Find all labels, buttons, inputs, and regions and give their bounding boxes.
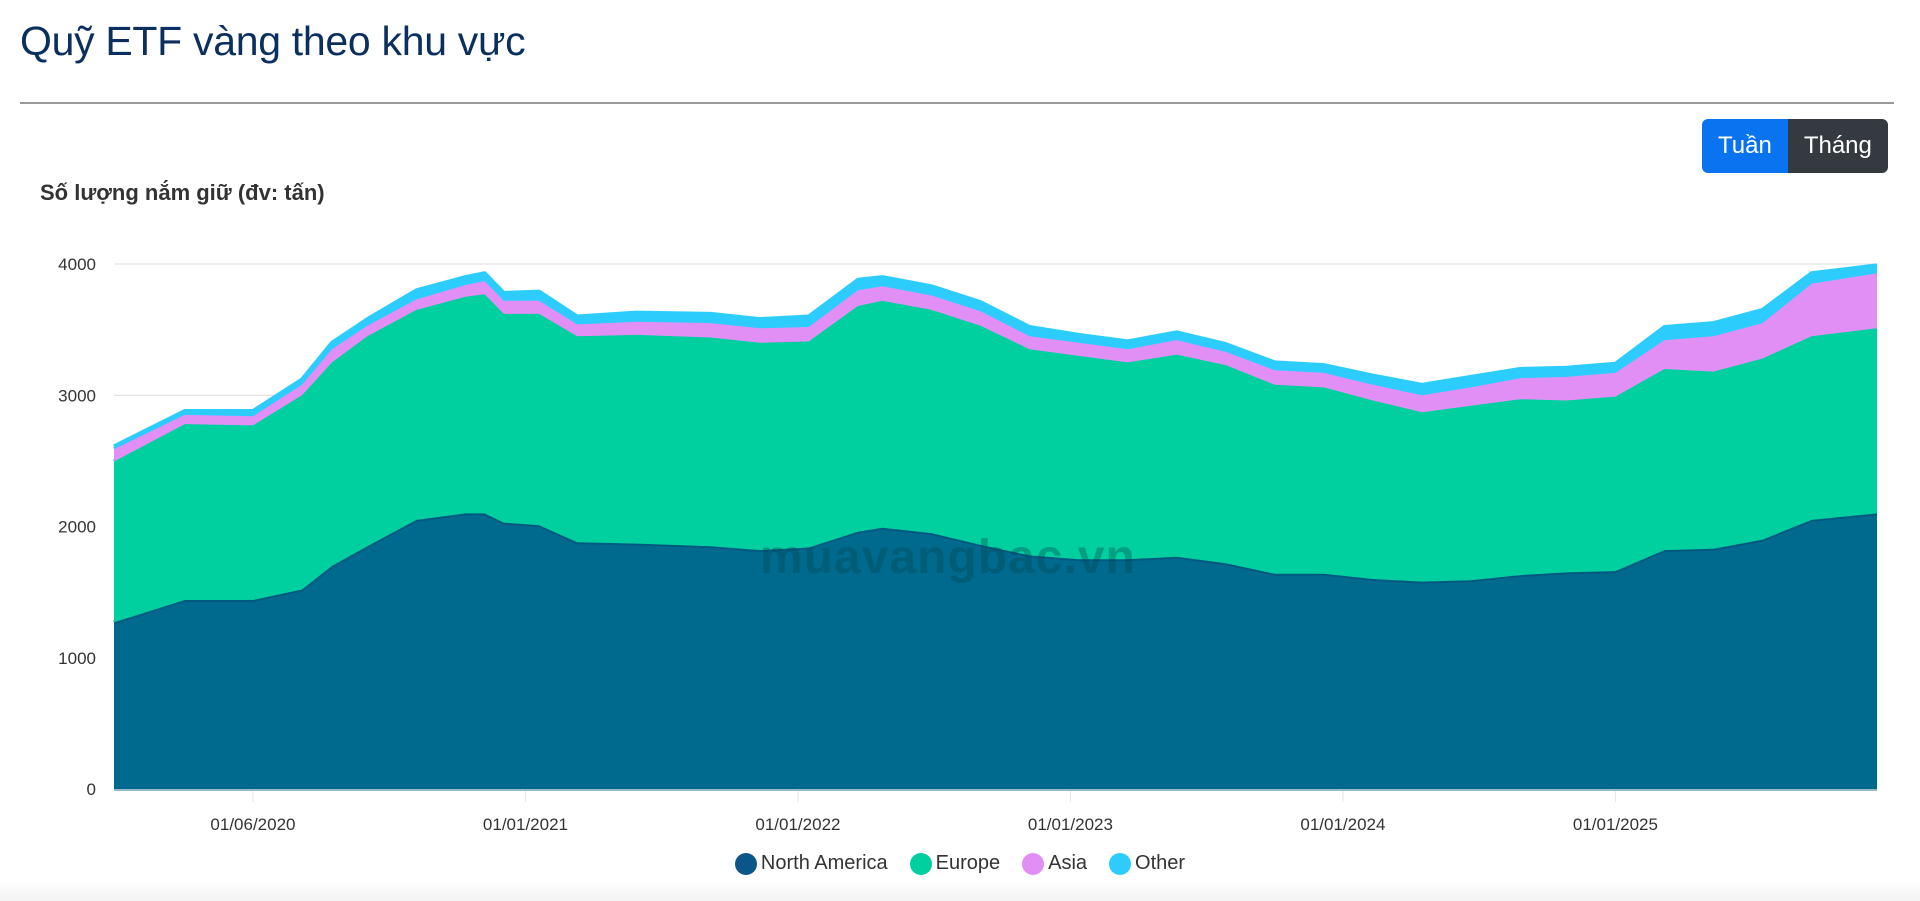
legend-item-asia[interactable]: Asia [1022,852,1087,875]
legend-item-europe[interactable]: Europe [909,852,1001,875]
y-tick-label: 0 [87,780,96,799]
x-tick-label: 01/06/2020 [210,815,295,834]
legend-item-other[interactable]: Other [1109,852,1185,875]
legend-marker-icon [1022,852,1045,875]
x-tick-label: 01/01/2024 [1300,815,1385,834]
period-toggle: Tuần Tháng [1702,119,1888,173]
x-tick-label: 01/01/2023 [1028,815,1113,834]
monthly-button[interactable]: Tháng [1787,119,1888,173]
page-title: Quỹ ETF vàng theo khu vực [20,18,526,64]
area-asia [114,273,1877,462]
legend-marker-icon [909,852,932,875]
x-tick-label: 01/01/2025 [1573,815,1658,834]
legend-label: Asia [1048,852,1088,874]
legend-label: Other [1135,852,1186,874]
weekly-button[interactable]: Tuần [1702,119,1788,173]
y-tick-label: 1000 [58,649,96,668]
chart-legend: North America Europe Asia Other [0,852,1920,875]
y-tick-label: 4000 [58,255,96,274]
x-tick-label: 01/01/2021 [483,815,568,834]
y-tick-label: 2000 [58,518,96,537]
line-other [113,263,1878,449]
legend-marker-icon [1109,852,1132,875]
area-europe [114,294,1877,623]
x-tick-label: 01/01/2022 [755,815,840,834]
y-tick-label: 3000 [58,386,96,405]
legend-label: North America [760,852,888,874]
legend-marker-icon [734,852,757,875]
bottom-fade [0,880,1920,901]
watermark: muavangbac.vn [760,531,1136,584]
chart-title: Số lượng nắm giữ (đv: tấn) [40,180,325,205]
legend-label: Europe [935,852,1001,874]
title-divider [20,102,1894,104]
legend-item-north-america[interactable]: North America [734,852,888,875]
